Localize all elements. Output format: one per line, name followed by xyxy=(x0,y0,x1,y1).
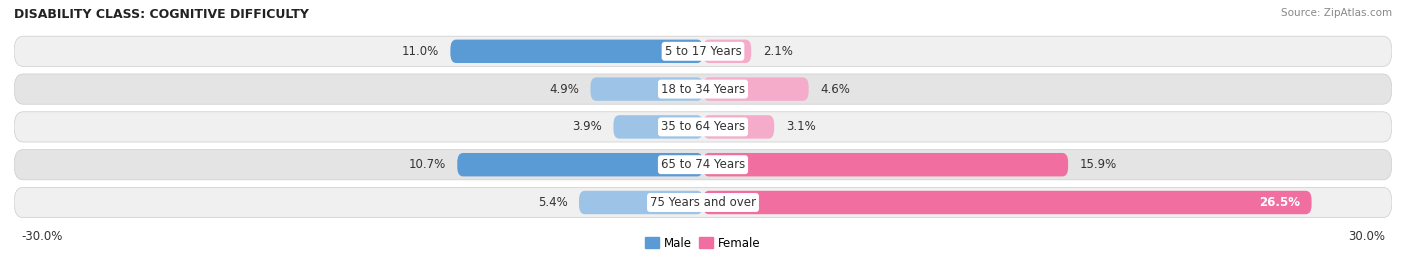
FancyBboxPatch shape xyxy=(613,115,703,139)
FancyBboxPatch shape xyxy=(14,36,1392,66)
FancyBboxPatch shape xyxy=(14,112,1392,142)
FancyBboxPatch shape xyxy=(703,40,751,63)
FancyBboxPatch shape xyxy=(579,191,703,214)
Text: 2.1%: 2.1% xyxy=(762,45,793,58)
FancyBboxPatch shape xyxy=(457,153,703,176)
FancyBboxPatch shape xyxy=(14,74,1392,104)
Text: 18 to 34 Years: 18 to 34 Years xyxy=(661,83,745,96)
Text: 3.9%: 3.9% xyxy=(572,120,602,133)
FancyBboxPatch shape xyxy=(703,153,1069,176)
Text: 5 to 17 Years: 5 to 17 Years xyxy=(665,45,741,58)
Text: 11.0%: 11.0% xyxy=(402,45,439,58)
Legend: Male, Female: Male, Female xyxy=(645,237,761,249)
FancyBboxPatch shape xyxy=(703,77,808,101)
FancyBboxPatch shape xyxy=(703,115,775,139)
Text: 15.9%: 15.9% xyxy=(1080,158,1116,171)
Text: 3.1%: 3.1% xyxy=(786,120,815,133)
Text: 26.5%: 26.5% xyxy=(1260,196,1301,209)
Text: 35 to 64 Years: 35 to 64 Years xyxy=(661,120,745,133)
Text: 75 Years and over: 75 Years and over xyxy=(650,196,756,209)
Text: 10.7%: 10.7% xyxy=(409,158,446,171)
FancyBboxPatch shape xyxy=(14,187,1392,218)
FancyBboxPatch shape xyxy=(591,77,703,101)
FancyBboxPatch shape xyxy=(14,150,1392,180)
Text: 65 to 74 Years: 65 to 74 Years xyxy=(661,158,745,171)
Text: 5.4%: 5.4% xyxy=(537,196,568,209)
FancyBboxPatch shape xyxy=(703,191,1312,214)
Text: 4.9%: 4.9% xyxy=(550,83,579,96)
Text: 30.0%: 30.0% xyxy=(1348,230,1385,243)
FancyBboxPatch shape xyxy=(450,40,703,63)
Text: -30.0%: -30.0% xyxy=(21,230,62,243)
Text: Source: ZipAtlas.com: Source: ZipAtlas.com xyxy=(1281,8,1392,18)
Text: DISABILITY CLASS: COGNITIVE DIFFICULTY: DISABILITY CLASS: COGNITIVE DIFFICULTY xyxy=(14,8,309,21)
Text: 4.6%: 4.6% xyxy=(820,83,851,96)
